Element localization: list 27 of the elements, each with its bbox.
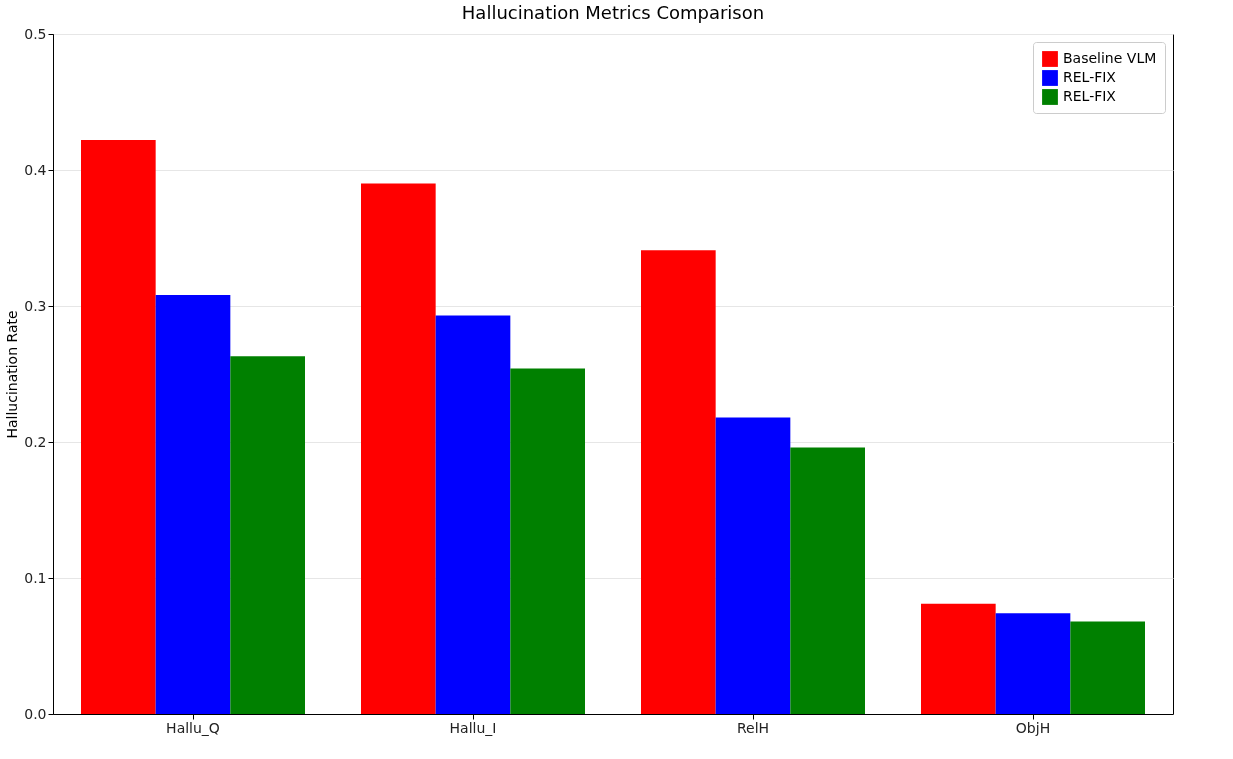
bar bbox=[641, 250, 716, 714]
x-tick-label: Hallu_Q bbox=[166, 719, 220, 736]
chart-title: Hallucination Metrics Comparison bbox=[461, 2, 765, 23]
bar bbox=[155, 295, 231, 714]
bar bbox=[81, 140, 156, 714]
legend-label: REL-FIX bbox=[1063, 88, 1117, 104]
bar bbox=[715, 417, 791, 714]
x-tick-label: Hallu_I bbox=[449, 719, 497, 736]
y-tick-label: 0.4 bbox=[24, 161, 47, 178]
x-tick-label: ObjH bbox=[1015, 719, 1051, 736]
bar bbox=[361, 183, 436, 714]
y-axis-title: Hallucination Rate bbox=[4, 310, 21, 439]
y-tick-label: 0.2 bbox=[24, 433, 47, 450]
y-tick-label: 0.1 bbox=[24, 569, 47, 586]
bar bbox=[1070, 621, 1145, 714]
y-tick-label: 0.0 bbox=[24, 705, 47, 722]
bar bbox=[435, 315, 511, 714]
legend-label: Baseline VLM bbox=[1063, 50, 1157, 66]
x-tick-label: RelH bbox=[736, 719, 770, 736]
legend-label: REL-FIX bbox=[1063, 69, 1117, 85]
y-tick-label: 0.5 bbox=[24, 25, 47, 42]
bar bbox=[230, 356, 305, 714]
bar bbox=[790, 447, 865, 714]
bar bbox=[510, 368, 585, 714]
bar bbox=[995, 613, 1071, 714]
bar bbox=[921, 603, 996, 714]
y-tick-label: 0.3 bbox=[24, 297, 47, 314]
